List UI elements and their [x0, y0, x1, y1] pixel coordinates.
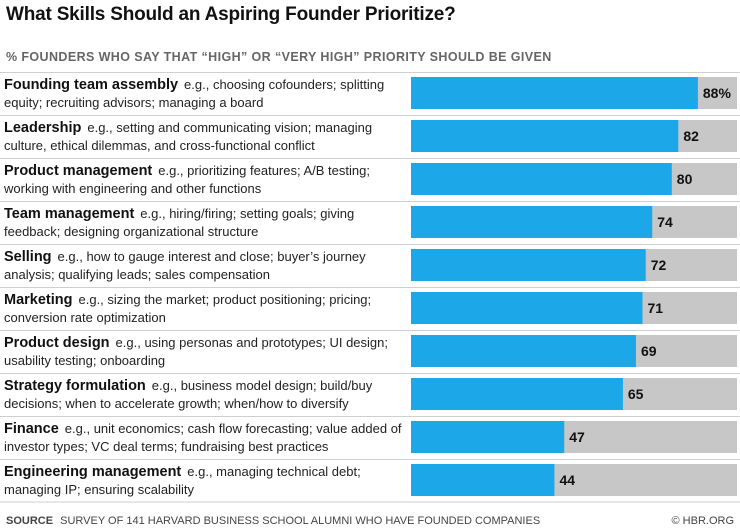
- value-label: 80: [677, 171, 693, 187]
- skill-name: Product management: [4, 163, 153, 179]
- skill-description: e.g., hiring/firing; setting goals; givi…: [4, 206, 355, 239]
- chart-row: Product design e.g., using personas and p…: [0, 330, 740, 373]
- value-label: 71: [647, 300, 663, 316]
- value-label: 47: [569, 429, 585, 445]
- value-label: 69: [641, 343, 657, 359]
- bar: [411, 378, 623, 410]
- value-label: 82: [683, 128, 699, 144]
- bar: [411, 206, 653, 238]
- skill-name: Leadership: [4, 120, 82, 136]
- skill-name: Team management: [4, 206, 135, 222]
- chart-row: Leadership e.g., setting and communicatin…: [0, 115, 740, 158]
- chart-row: Engineering management e.g., managing tec…: [0, 459, 740, 502]
- row-divider: [0, 373, 740, 374]
- copyright: © HBR.ORG: [671, 515, 735, 527]
- skill-name: Selling: [4, 249, 52, 265]
- chart-row: Strategy formulation e.g., business model…: [0, 373, 740, 416]
- category-label: Product management e.g., prioritizing fea…: [4, 162, 406, 197]
- skill-description: e.g., managing technical debt; managing …: [4, 464, 361, 497]
- skill-name: Strategy formulation: [4, 378, 146, 394]
- category-label: Engineering management e.g., managing tec…: [4, 463, 406, 498]
- category-label: Finance e.g., unit economics; cash flow f…: [4, 420, 406, 455]
- skill-description: e.g., sizing the market; product positio…: [4, 292, 372, 325]
- chart-row: Founding team assembly e.g., choosing cof…: [0, 72, 740, 115]
- chart-row: Selling e.g., how to gauge interest and c…: [0, 244, 740, 287]
- value-label: 72: [651, 257, 667, 273]
- row-divider: [0, 244, 740, 245]
- skill-description: e.g., using personas and prototypes; UI …: [4, 335, 388, 368]
- skill-description: e.g., prioritizing features; A/B testing…: [4, 163, 370, 196]
- chart-row: Product management e.g., prioritizing fea…: [0, 158, 740, 201]
- category-label: Founding team assembly e.g., choosing cof…: [4, 76, 406, 111]
- row-divider: [0, 158, 740, 159]
- skill-name: Marketing: [4, 292, 73, 308]
- bar: [411, 335, 636, 367]
- bar: [411, 249, 646, 281]
- row-divider: [0, 416, 740, 417]
- value-label: 44: [559, 472, 575, 488]
- row-divider: [0, 115, 740, 116]
- value-label: 65: [628, 386, 644, 402]
- row-divider: [0, 287, 740, 288]
- bar: [411, 77, 698, 109]
- skill-description: e.g., setting and communicating vision; …: [4, 120, 373, 153]
- bar: [411, 120, 679, 152]
- chart-row: Finance e.g., unit economics; cash flow f…: [0, 416, 740, 459]
- bar: [411, 292, 643, 324]
- category-label: Selling e.g., how to gauge interest and c…: [4, 248, 406, 283]
- skill-description: e.g., unit economics; cash flow forecast…: [4, 421, 402, 454]
- skill-name: Founding team assembly: [4, 77, 179, 93]
- skill-name: Product design: [4, 335, 110, 351]
- source-text: SURVEY OF 141 HARVARD BUSINESS SCHOOL AL…: [60, 515, 541, 527]
- source-label: SOURCE: [6, 515, 54, 527]
- chart-subtitle: % FOUNDERS WHO SAY THAT “HIGH” OR “VERY …: [6, 50, 552, 64]
- skill-name: Engineering management: [4, 464, 182, 480]
- source-note: SOURCE SURVEY OF 141 HARVARD BUSINESS SC…: [6, 515, 540, 527]
- skill-name: Finance: [4, 421, 59, 437]
- category-label: Product design e.g., using personas and p…: [4, 334, 406, 369]
- skill-description: e.g., choosing cofounders; splitting equ…: [4, 77, 385, 110]
- skill-description: e.g., how to gauge interest and close; b…: [4, 249, 366, 282]
- row-divider: [0, 330, 740, 331]
- chart-title: What Skills Should an Aspiring Founder P…: [6, 4, 456, 25]
- row-divider: [0, 459, 740, 460]
- category-label: Leadership e.g., setting and communicatin…: [4, 119, 406, 154]
- row-divider: [0, 72, 740, 73]
- value-label: 88%: [703, 85, 732, 101]
- category-label: Strategy formulation e.g., business model…: [4, 377, 406, 412]
- category-label: Marketing e.g., sizing the market; produc…: [4, 291, 406, 326]
- bar: [411, 163, 672, 195]
- bar: [411, 421, 565, 453]
- chart-row: Team management e.g., hiring/firing; sett…: [0, 201, 740, 244]
- category-label: Team management e.g., hiring/firing; sett…: [4, 205, 406, 240]
- chart-row: Marketing e.g., sizing the market; produc…: [0, 287, 740, 330]
- row-divider: [0, 201, 740, 202]
- bar: [411, 464, 555, 496]
- value-label: 74: [657, 214, 673, 230]
- skill-description: e.g., business model design; build/buy d…: [4, 378, 373, 411]
